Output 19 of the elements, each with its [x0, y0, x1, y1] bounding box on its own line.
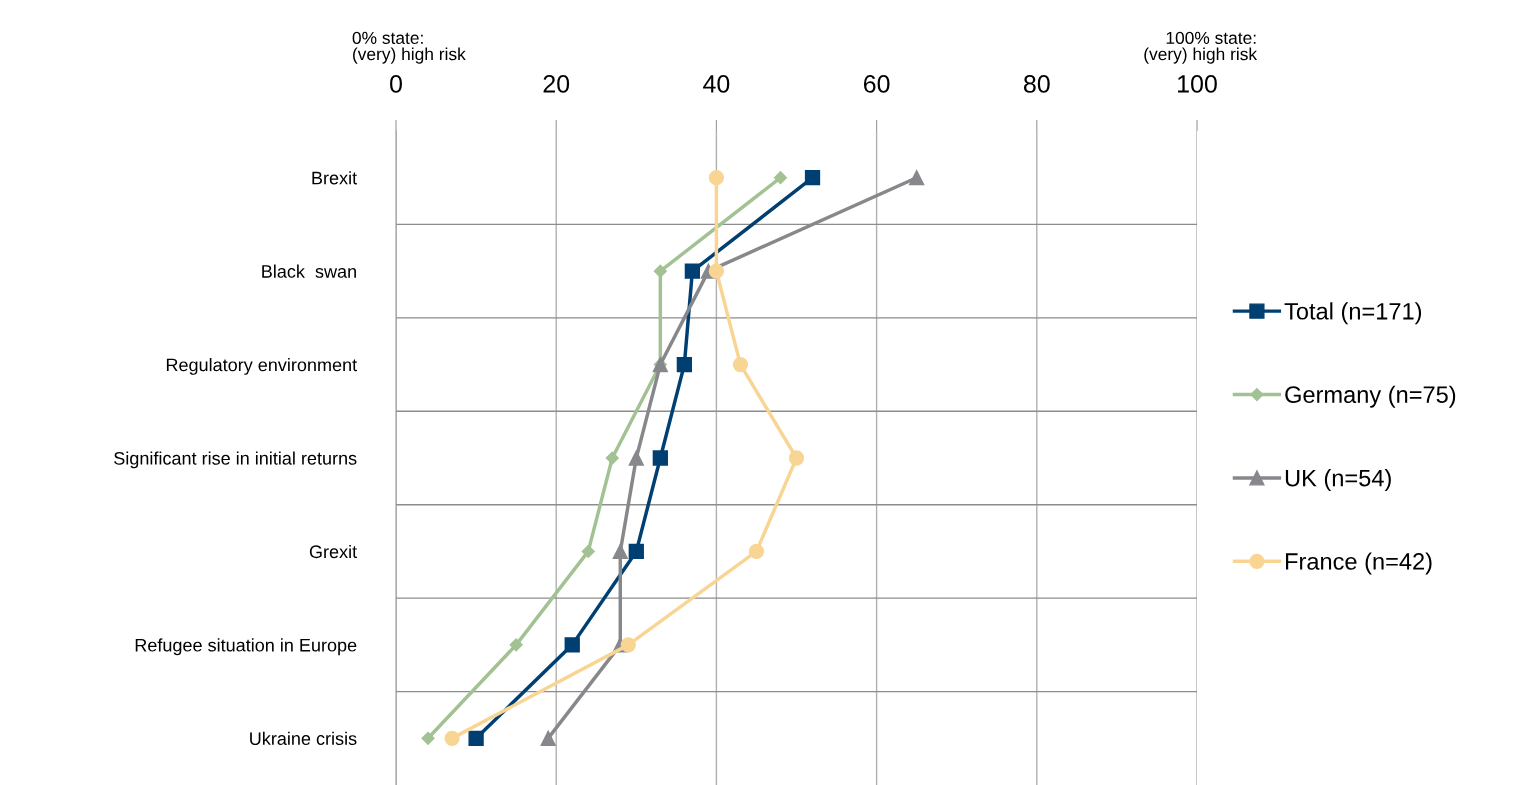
legend-label: UK (n=54)	[1285, 469, 1391, 492]
legend-label: Germany (n=75)	[1285, 385, 1456, 408]
x-tick-label: 40	[703, 75, 730, 93]
y-tick-label: Regulatory environment	[166, 358, 357, 375]
x-tick-label: 100	[1178, 75, 1217, 93]
x-tick-label: 80	[1023, 75, 1050, 93]
legend-label: Total (n=171)	[1284, 302, 1422, 325]
y-tick-label: Significant rise in initial returns	[114, 451, 357, 469]
y-tick-label: Grexit	[309, 544, 357, 559]
text: 0% state: (very) high risk	[352, 31, 466, 64]
y-tick-label: Ukraine crisis	[250, 731, 357, 746]
y-tick-label: Refugee situation in Europe	[135, 638, 357, 656]
x-tick-label: 20	[543, 75, 570, 93]
y-tick-label: Brexit	[312, 171, 357, 185]
x-tick-label: 0	[390, 75, 402, 93]
x-tick-label: 60	[863, 75, 890, 93]
legend-label: France (n=42)	[1286, 552, 1432, 575]
text: 100% state: (very) high risk	[1144, 31, 1258, 64]
y-tick-label: Black swan	[262, 264, 356, 278]
